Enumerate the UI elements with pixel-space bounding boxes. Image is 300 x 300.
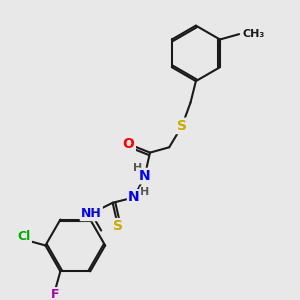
Text: O: O: [123, 137, 135, 151]
Text: CH₃: CH₃: [242, 29, 265, 39]
Text: S: S: [177, 119, 187, 133]
Text: NH: NH: [81, 207, 102, 220]
Text: H: H: [133, 163, 142, 172]
Text: N: N: [128, 190, 140, 204]
Text: S: S: [113, 219, 123, 233]
Text: Cl: Cl: [17, 230, 31, 243]
Text: F: F: [51, 288, 59, 300]
Text: H: H: [140, 187, 149, 197]
Text: N: N: [139, 169, 151, 183]
